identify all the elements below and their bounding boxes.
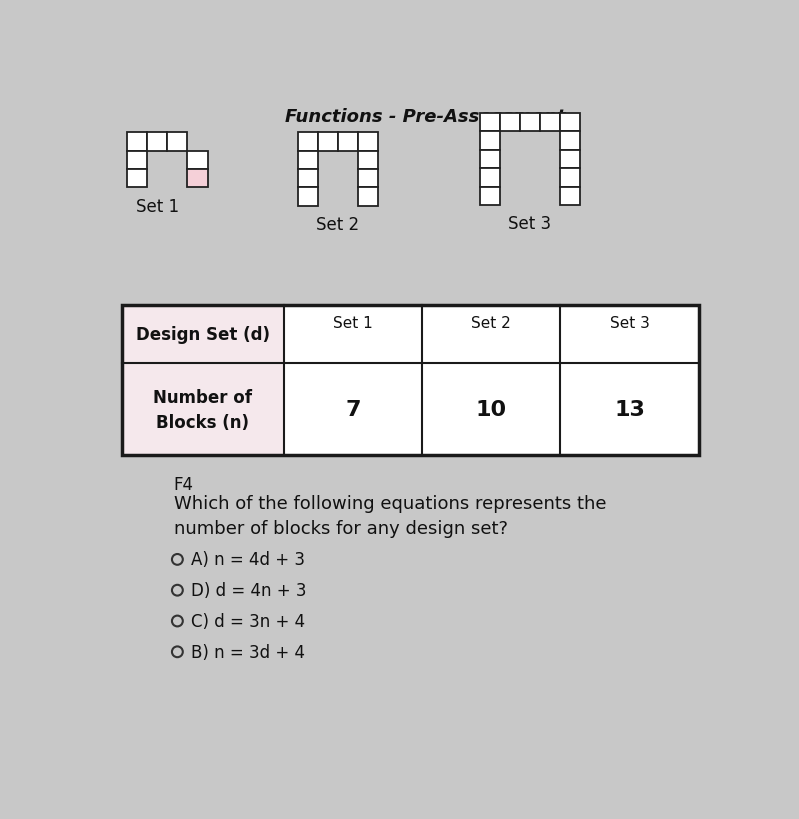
Bar — [188, 152, 208, 170]
Bar — [358, 170, 378, 188]
Bar — [297, 170, 318, 188]
Bar — [147, 133, 167, 152]
Text: Set 3: Set 3 — [610, 315, 650, 330]
Bar — [121, 306, 284, 456]
Bar — [479, 132, 500, 151]
Bar — [540, 114, 560, 132]
Text: 13: 13 — [614, 400, 645, 420]
Text: 10: 10 — [475, 400, 507, 420]
Bar — [121, 306, 699, 456]
Text: Set 1: Set 1 — [136, 197, 179, 215]
Text: Set 2: Set 2 — [316, 216, 360, 234]
Bar — [479, 114, 500, 132]
Bar — [318, 133, 338, 152]
Bar — [520, 114, 540, 132]
Bar — [127, 152, 147, 170]
Bar — [479, 169, 500, 188]
Bar — [500, 114, 520, 132]
Text: Set 3: Set 3 — [508, 215, 551, 233]
Bar — [297, 133, 318, 152]
Bar — [338, 133, 358, 152]
Text: D) d = 4n + 3: D) d = 4n + 3 — [191, 581, 307, 600]
Bar — [479, 188, 500, 206]
Text: Functions - Pre-Assessment: Functions - Pre-Assessment — [285, 107, 566, 125]
Text: 7: 7 — [345, 400, 361, 420]
Bar — [297, 152, 318, 170]
Bar — [167, 133, 188, 152]
Bar — [560, 132, 580, 151]
Text: A) n = 4d + 3: A) n = 4d + 3 — [191, 550, 305, 568]
Bar — [188, 170, 208, 188]
Bar — [127, 133, 147, 152]
Bar — [358, 133, 378, 152]
Text: C) d = 3n + 4: C) d = 3n + 4 — [191, 613, 305, 631]
Text: Set 2: Set 2 — [471, 315, 511, 330]
Bar — [560, 151, 580, 169]
Text: B) n = 3d + 4: B) n = 3d + 4 — [191, 643, 305, 661]
Bar — [127, 170, 147, 188]
Text: Design Set (d): Design Set (d) — [136, 326, 270, 344]
Text: F4: F4 — [173, 475, 193, 493]
Bar — [358, 188, 378, 206]
Bar — [297, 188, 318, 206]
Text: Number of
Blocks (n): Number of Blocks (n) — [153, 388, 252, 432]
Bar — [560, 114, 580, 132]
Bar — [479, 151, 500, 169]
Bar — [560, 188, 580, 206]
Bar — [358, 152, 378, 170]
Text: Set 1: Set 1 — [333, 315, 373, 330]
Text: Which of the following equations represents the
number of blocks for any design : Which of the following equations represe… — [173, 495, 606, 537]
Bar — [121, 306, 699, 456]
Bar — [560, 169, 580, 188]
